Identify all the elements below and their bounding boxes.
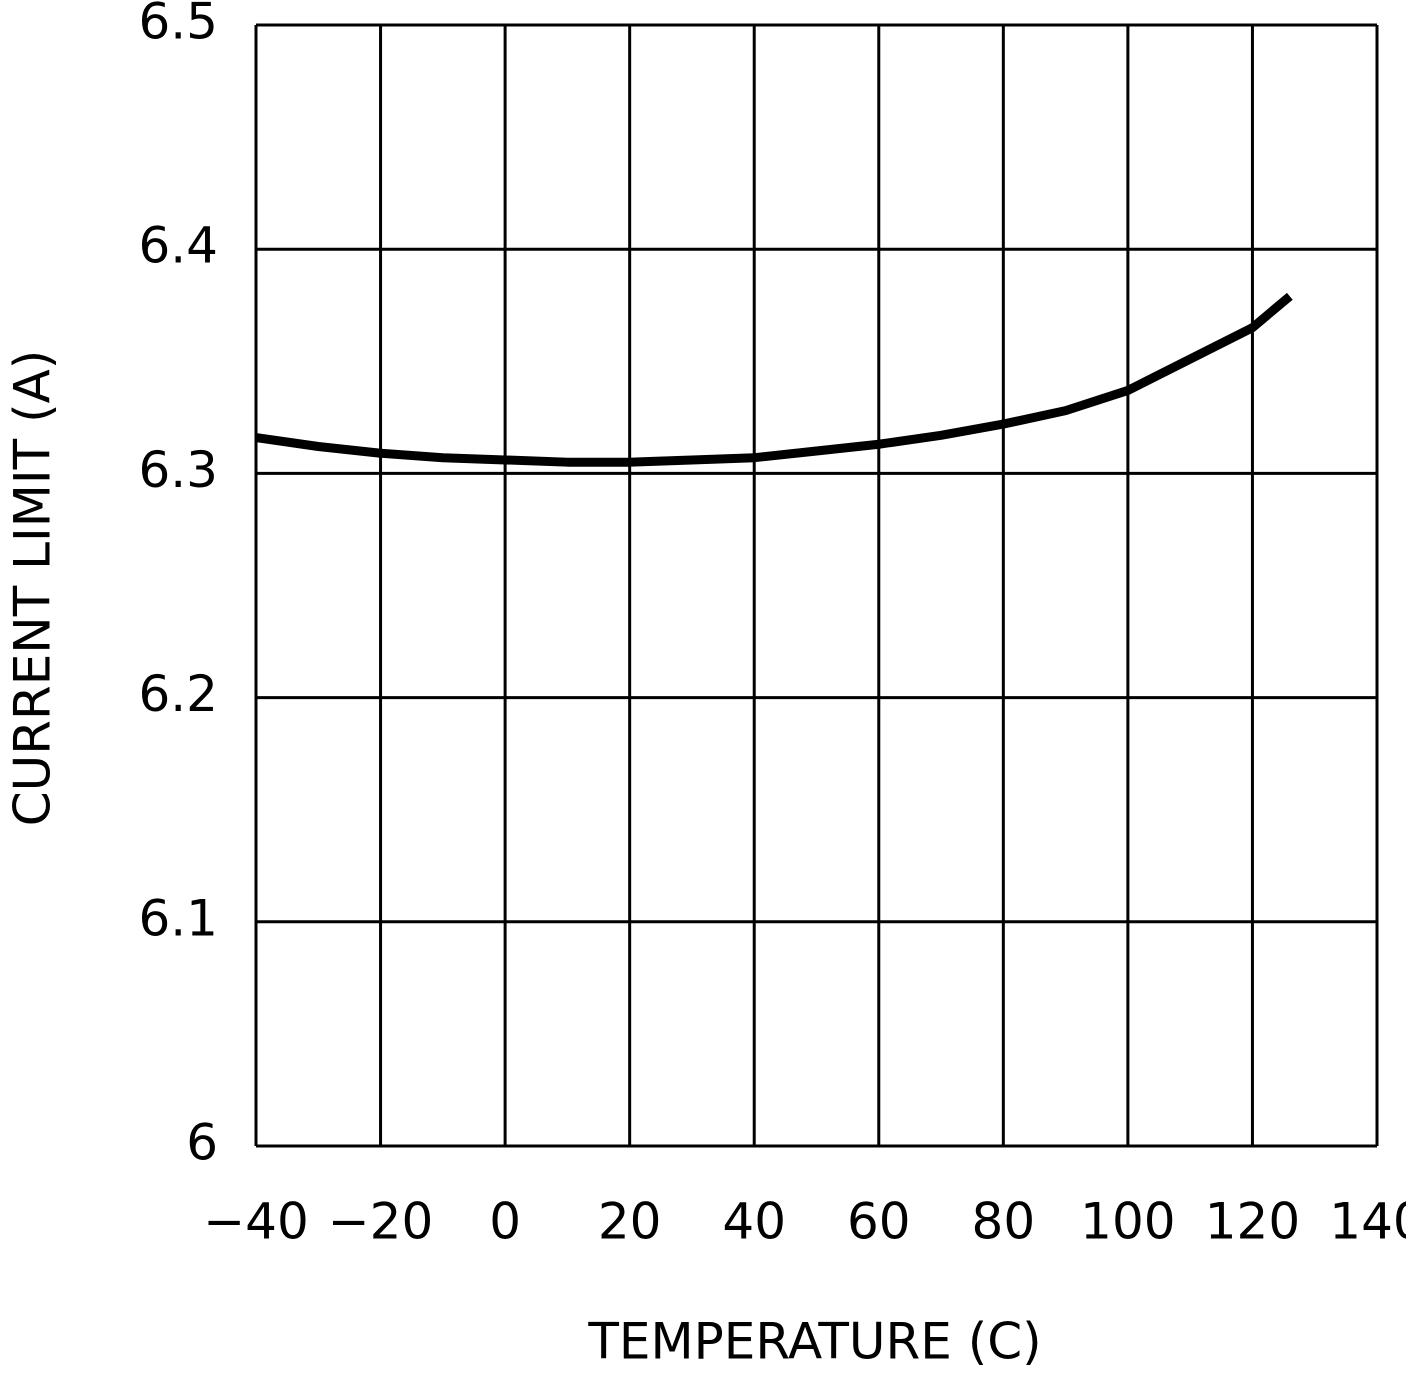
- y-tick-label: 6: [186, 1114, 218, 1172]
- y-axis-label: CURRENT LIMIT (A): [4, 350, 62, 827]
- x-axis-label: TEMPERATURE (C): [587, 1313, 1041, 1371]
- y-tick-label: 6.4: [138, 217, 218, 275]
- x-tick-label: −20: [328, 1193, 434, 1251]
- x-tick-label: 0: [489, 1193, 521, 1251]
- x-tick-label: 140: [1329, 1193, 1406, 1251]
- y-tick-label: 6.3: [138, 441, 218, 499]
- x-tick-label: 20: [598, 1193, 662, 1251]
- y-tick-label: 6.2: [138, 665, 218, 723]
- y-tick-label: 6.5: [138, 0, 218, 51]
- x-tick-label: 80: [972, 1193, 1036, 1251]
- x-tick-label: 60: [847, 1193, 911, 1251]
- x-tick-label: 100: [1080, 1193, 1175, 1251]
- y-tick-label: 6.1: [138, 889, 218, 947]
- x-tick-label: 40: [722, 1193, 786, 1251]
- x-tick-label: −40: [203, 1193, 309, 1251]
- x-tick-label: 120: [1205, 1193, 1300, 1251]
- data-line: [255, 292, 1293, 467]
